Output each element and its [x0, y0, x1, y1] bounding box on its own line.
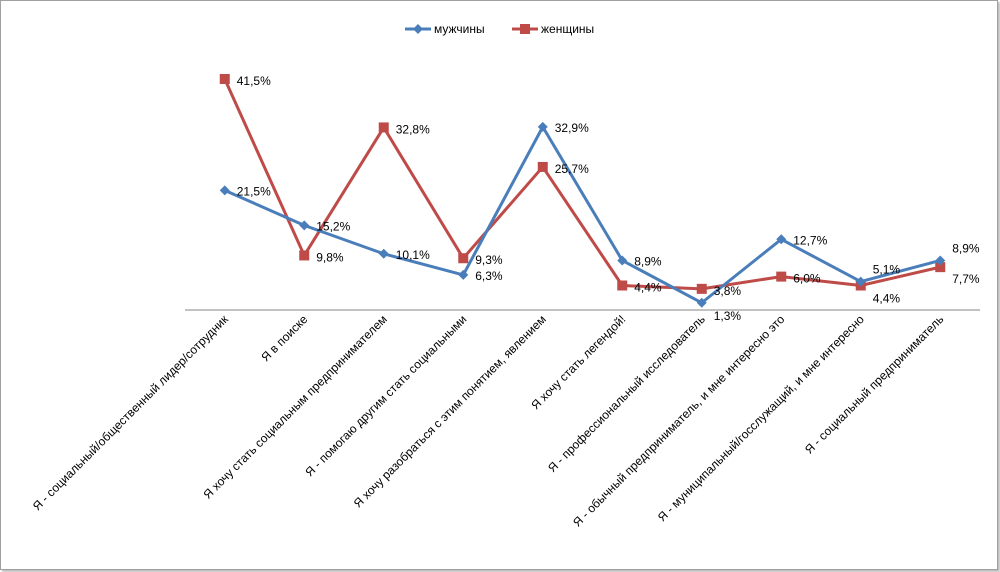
square-marker [617, 280, 628, 291]
legend-label: мужчины [434, 22, 485, 36]
x-tick-label: Я хочу стать социальным предпринимателем [200, 312, 389, 501]
data-label: 32,9% [555, 121, 589, 135]
x-tick-label: Я хочу разобраться с этим понятием, явле… [351, 312, 549, 510]
data-label: 12,7% [793, 233, 827, 247]
x-tick-label: Я в поиске [258, 312, 310, 364]
data-label: 21,5% [237, 184, 271, 198]
square-marker [776, 271, 787, 282]
diamond-marker [537, 121, 548, 132]
data-label: 3,8% [714, 284, 742, 298]
diamond-marker [299, 220, 310, 231]
data-label: 25,7% [555, 162, 589, 176]
data-label: 32,8% [396, 122, 430, 136]
diamond-marker [458, 269, 469, 280]
x-tick-label: Я - социальный предприниматель [802, 312, 946, 456]
square-marker [299, 250, 310, 261]
x-tick-label: Я - помогаю другим стать социальными [302, 312, 469, 479]
square-marker [458, 253, 469, 264]
data-label: 8,9% [634, 254, 662, 268]
diamond-marker [776, 234, 787, 245]
x-tick-label: Я - социальный/общественный лидер/сотруд… [30, 312, 232, 514]
data-label: 4,4% [873, 292, 901, 306]
square-marker [520, 24, 530, 34]
square-marker [935, 262, 946, 273]
diamond-marker [935, 255, 946, 266]
diamond-marker [413, 24, 423, 34]
diamond-marker [219, 185, 230, 196]
data-label: 6,0% [793, 272, 821, 286]
square-marker [537, 161, 548, 172]
series-line [223, 78, 941, 291]
data-label: 9,8% [316, 250, 344, 264]
data-label: 1,3% [714, 309, 742, 323]
data-label: 9,3% [475, 253, 503, 267]
diamond-marker [378, 248, 389, 259]
square-marker [696, 283, 707, 294]
data-label: 6,3% [475, 269, 503, 283]
x-tick-label: Я - профессиональный исследователь [545, 312, 708, 475]
data-label: 5,1% [873, 263, 901, 277]
data-label: 4,4% [634, 281, 662, 295]
square-marker [219, 74, 230, 84]
data-label: 41,5% [237, 74, 271, 88]
data-label: 8,9% [952, 241, 980, 255]
series-line [224, 125, 941, 305]
diamond-marker [696, 297, 707, 308]
data-label: 7,7% [952, 272, 980, 286]
diamond-marker [617, 255, 628, 266]
data-label: 10,1% [396, 248, 430, 262]
square-marker [378, 122, 389, 133]
diamond-marker [855, 276, 866, 287]
data-label: 15,2% [316, 219, 350, 233]
series-men [219, 121, 946, 308]
legend: мужчины женщины [405, 22, 594, 36]
legend-label: женщины [541, 22, 594, 36]
